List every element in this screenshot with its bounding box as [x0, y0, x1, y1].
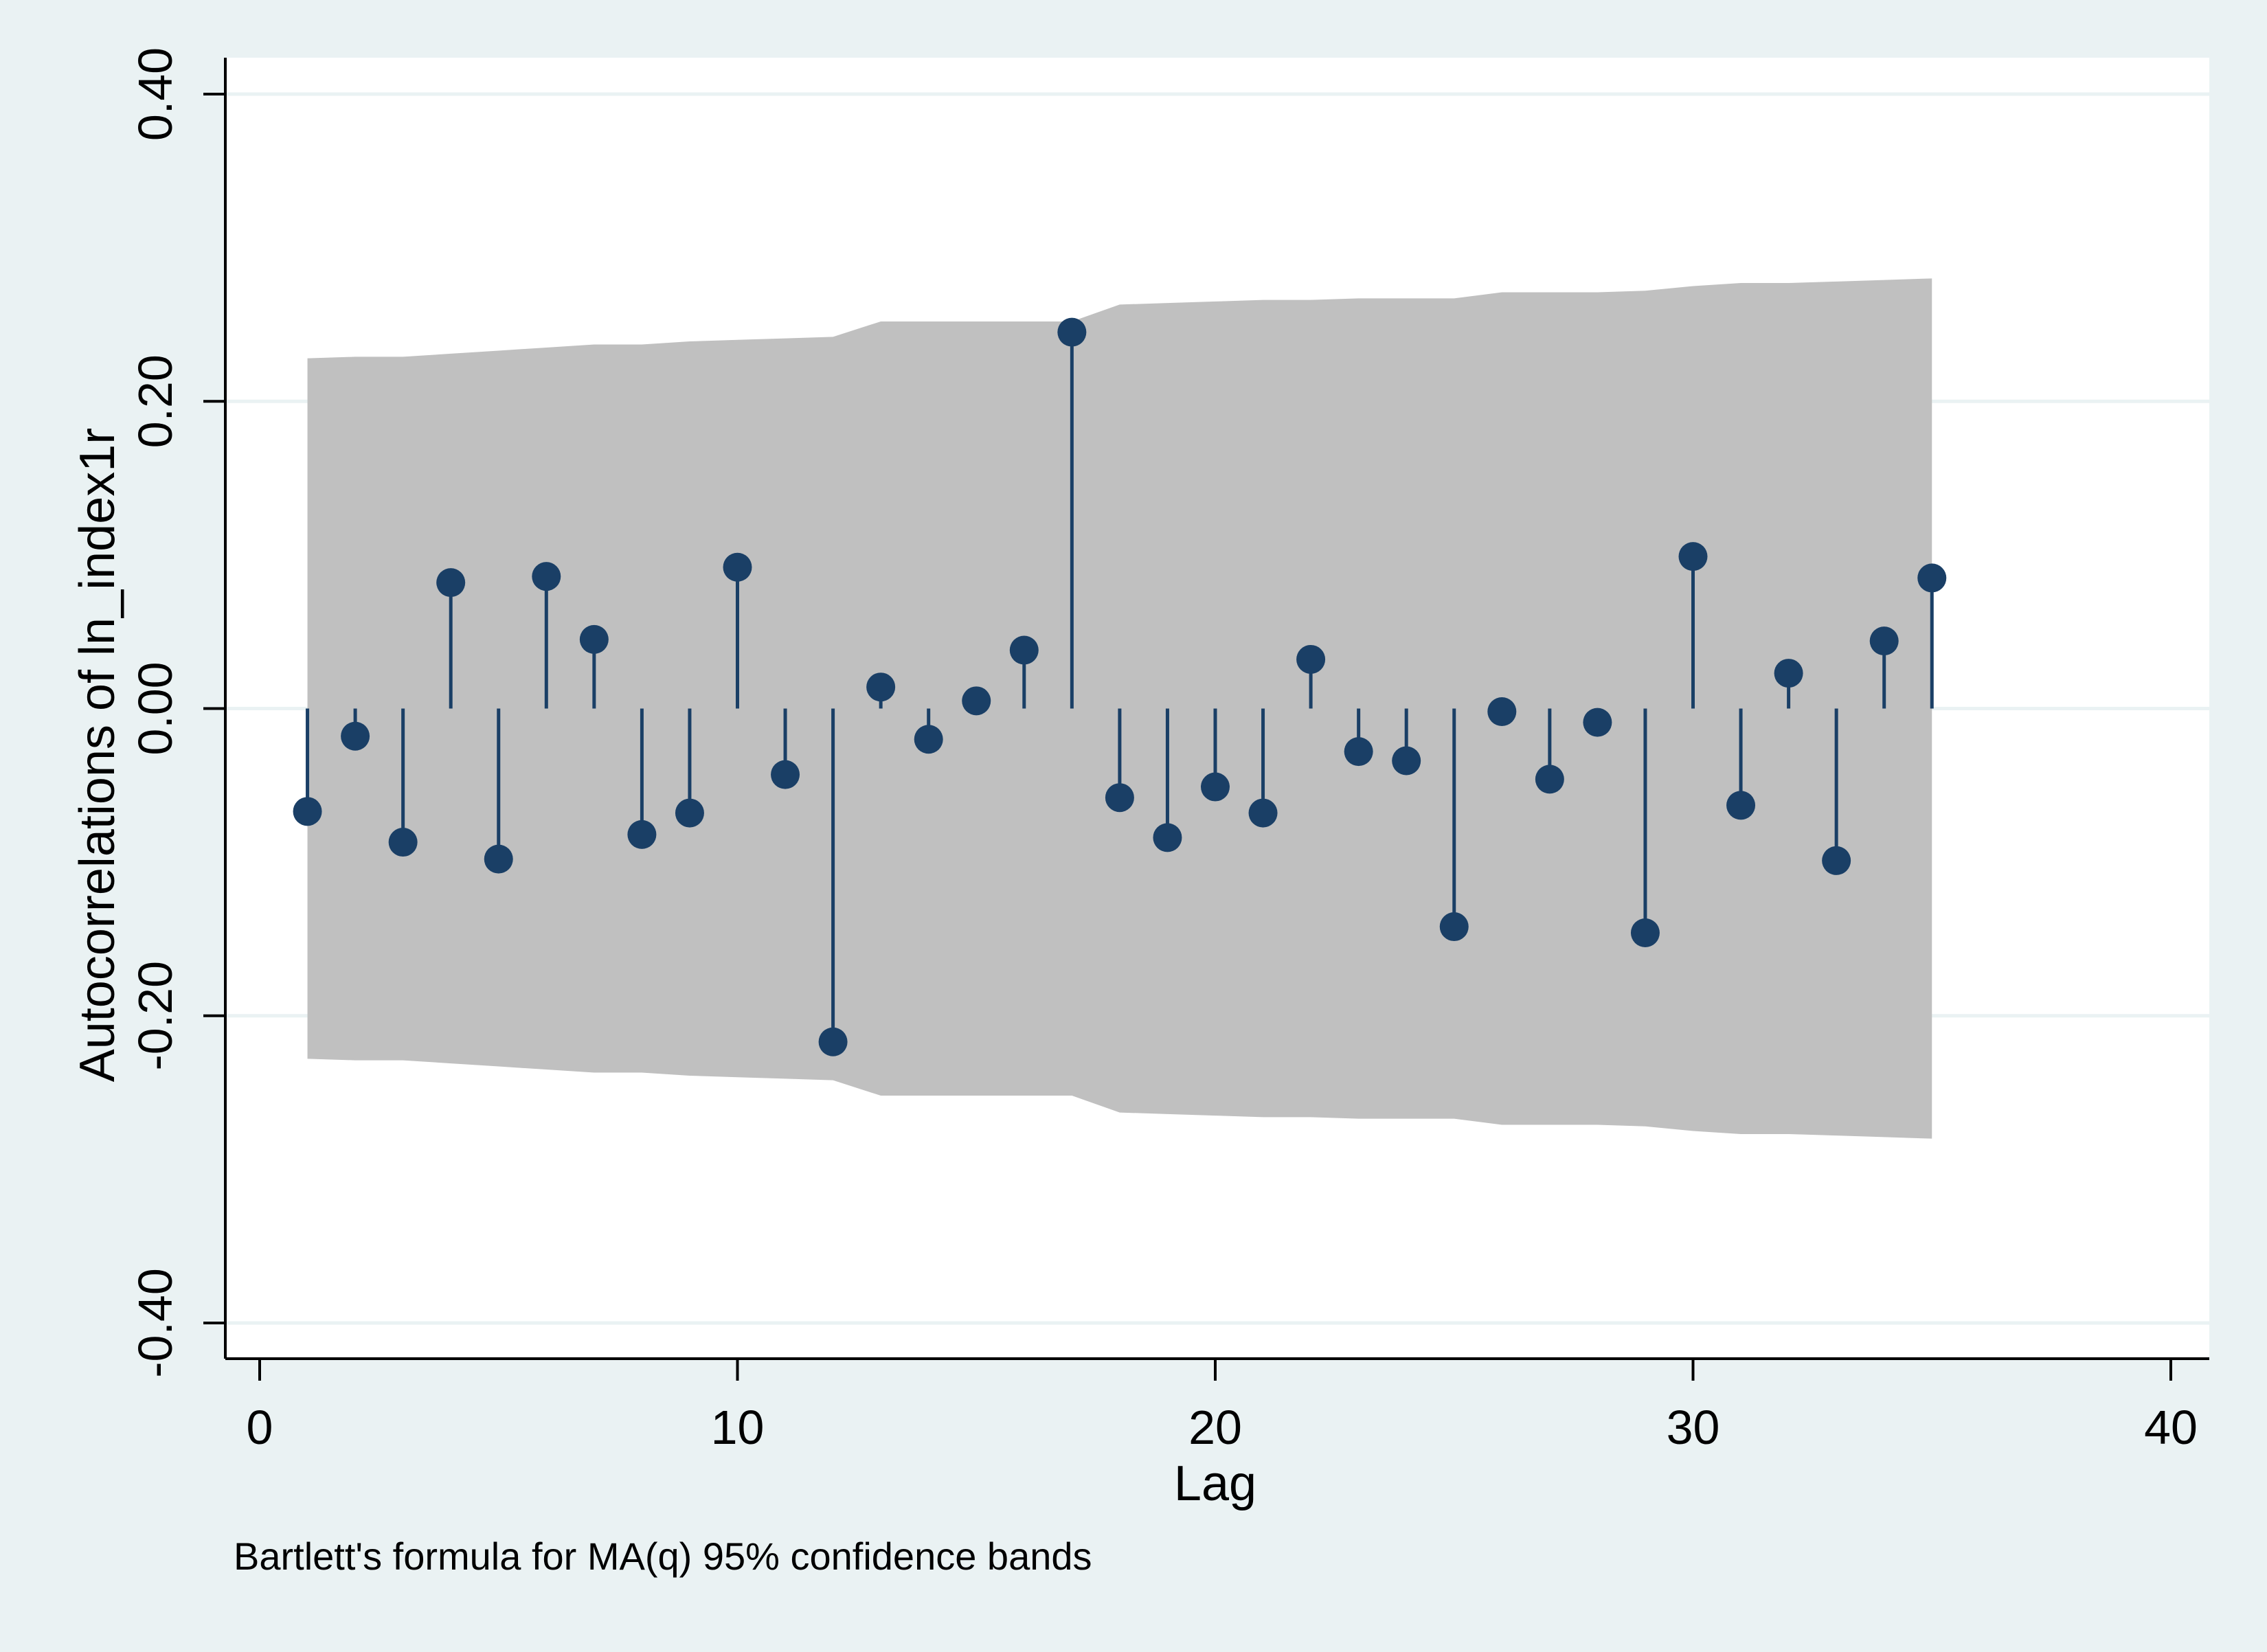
acf-point	[1678, 542, 1708, 572]
acf-point	[1392, 746, 1421, 776]
y-tick-label: 0.20	[128, 354, 182, 448]
acf-point	[1917, 563, 1947, 593]
acf-point	[1105, 783, 1134, 813]
acf-point	[1487, 697, 1517, 726]
acf-point	[1726, 791, 1756, 820]
acf-point	[962, 686, 991, 716]
acf-point	[1344, 737, 1373, 767]
x-axis-title: Lag	[1174, 1456, 1256, 1511]
acf-point	[1009, 635, 1039, 665]
acf-point	[1057, 317, 1087, 347]
acf-point	[1869, 626, 1899, 656]
y-tick-label: -0.40	[128, 1268, 182, 1378]
marker-layer	[293, 317, 1947, 1056]
acf-point	[388, 828, 418, 857]
acf-point	[1296, 644, 1326, 674]
stem-layer	[306, 332, 1934, 1042]
acf-point	[293, 797, 322, 826]
chart-note: Bartlett's formula for MA(q) 95% confide…	[234, 1535, 1092, 1578]
acf-point	[484, 844, 513, 874]
acf-point	[866, 672, 896, 702]
acf-point	[1630, 918, 1660, 947]
y-axis-title: Autocorrelations of ln_index1r	[70, 428, 125, 1083]
x-tick-label: 10	[711, 1401, 765, 1454]
y-tick-label: 0.00	[128, 661, 182, 755]
acf-point	[1248, 798, 1278, 828]
y-tick-label: 0.40	[128, 47, 182, 141]
acf-point	[1201, 772, 1230, 802]
label-layer: Autocorrelations of ln_index1r Lag Bartl…	[70, 428, 1256, 1578]
acf-point	[1153, 823, 1182, 852]
acf-point	[532, 562, 561, 591]
acf-point	[818, 1027, 848, 1056]
acf-point	[579, 624, 609, 654]
y-tick-label: -0.20	[128, 961, 182, 1071]
x-tick-label: 40	[2144, 1401, 2198, 1454]
acf-point	[1822, 846, 1851, 875]
acf-point	[771, 760, 800, 789]
axis-layer: -0.40 -0.20 0.00 0.20 0.40 0 10 20 30 40	[128, 47, 2209, 1454]
acf-point	[627, 819, 657, 849]
acf-point	[436, 568, 466, 598]
acf-point	[723, 552, 752, 582]
acf-point	[1774, 659, 1803, 688]
x-tick-label: 20	[1188, 1401, 1242, 1454]
acf-point	[1583, 708, 1612, 737]
acf-point	[1535, 765, 1564, 794]
acf-point	[675, 798, 704, 828]
x-tick-label: 30	[1667, 1401, 1720, 1454]
acf-point	[914, 725, 943, 754]
acf-point	[341, 721, 370, 751]
x-tick-label: 0	[247, 1401, 273, 1454]
acf-point	[1439, 912, 1469, 942]
